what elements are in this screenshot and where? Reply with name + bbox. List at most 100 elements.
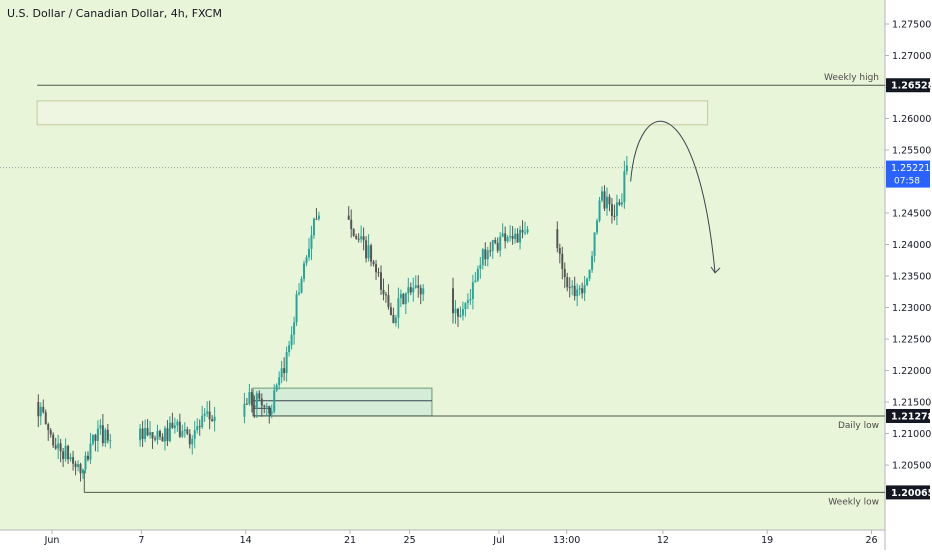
levels-layer: Weekly high Daily low Weekly low xyxy=(0,73,885,507)
candle-down xyxy=(347,215,350,220)
candle-up xyxy=(526,229,529,233)
time-tick-label: 12 xyxy=(657,535,669,546)
candle-down xyxy=(568,287,571,289)
price-tick-label: 1.24500 xyxy=(892,209,931,220)
candle-down xyxy=(186,429,189,434)
candle-down xyxy=(377,272,380,274)
candle-up xyxy=(312,218,315,236)
candle-down xyxy=(49,430,52,435)
price-tick-label: 1.22000 xyxy=(892,366,931,377)
level-price-badge xyxy=(886,485,930,500)
candle-up xyxy=(156,430,159,440)
candle-up xyxy=(501,233,504,237)
candle-up xyxy=(524,232,527,234)
candle-up xyxy=(176,421,179,426)
candle-up xyxy=(481,249,484,265)
candle-up xyxy=(64,445,67,459)
candle-up xyxy=(99,425,102,429)
candle-up xyxy=(571,285,574,288)
supply-zone xyxy=(36,100,709,126)
candle-up xyxy=(139,428,142,441)
level-price-badge-text: 1.26528 xyxy=(891,81,932,92)
candle-up xyxy=(275,385,278,391)
candle-down xyxy=(384,294,387,296)
price-tick-label: 1.21500 xyxy=(892,398,931,409)
candle-down xyxy=(613,215,616,217)
candle-up xyxy=(181,430,184,437)
candle-up xyxy=(476,268,479,281)
candle-down xyxy=(419,287,422,295)
candle-down xyxy=(511,235,514,239)
candle-down xyxy=(86,455,89,460)
current-price-text: 1.25221 xyxy=(891,163,930,174)
candle-up xyxy=(454,308,457,314)
candle-up xyxy=(91,434,94,444)
candle-up xyxy=(591,255,594,270)
candle-up xyxy=(601,191,604,201)
candle-up xyxy=(625,165,628,172)
candle-up xyxy=(307,248,310,258)
candle-down xyxy=(352,229,355,237)
candle-down xyxy=(558,248,561,254)
level-price-badge-text: 1.21278 xyxy=(891,411,932,422)
candle-down xyxy=(484,249,487,260)
candle-down xyxy=(47,424,50,431)
candle-up xyxy=(109,440,112,442)
time-tick-label: 19 xyxy=(761,535,773,546)
candle-up xyxy=(248,392,251,404)
candle-down xyxy=(417,285,420,288)
demand-zone xyxy=(252,387,433,417)
candle-up xyxy=(298,292,301,295)
price-tick-label: 1.21000 xyxy=(892,429,931,440)
price-tick-label: 1.23500 xyxy=(892,272,931,283)
candle-up xyxy=(514,233,517,239)
candle-up xyxy=(278,377,281,386)
candle-up xyxy=(407,287,410,294)
candle-up xyxy=(290,334,293,346)
candle-down xyxy=(151,432,154,439)
candle-up xyxy=(471,282,474,299)
candle-up xyxy=(183,429,186,431)
candle-down xyxy=(618,202,621,205)
candle-down xyxy=(52,434,55,446)
candle-down xyxy=(74,463,77,468)
level-price-badge xyxy=(886,408,930,423)
candle-up xyxy=(96,428,99,441)
candle-down xyxy=(188,433,191,445)
candle-down xyxy=(489,250,492,252)
candle-down xyxy=(350,219,353,230)
candle-down xyxy=(37,402,40,417)
candle-up xyxy=(303,263,306,279)
level-price-badge xyxy=(886,78,930,93)
candle-up xyxy=(394,317,397,324)
candle-down xyxy=(389,307,392,315)
candle-up xyxy=(596,220,599,233)
candle-down xyxy=(452,288,455,314)
candle-up xyxy=(144,428,147,439)
candle-down xyxy=(198,426,201,428)
candle-up xyxy=(84,455,87,470)
candle-down xyxy=(283,368,286,373)
candle-down xyxy=(72,457,75,464)
level-price-badge-text: 1.20065 xyxy=(891,488,932,499)
candle-up xyxy=(193,430,196,439)
candle-up xyxy=(168,422,171,441)
candle-down xyxy=(263,405,266,407)
candle-up xyxy=(265,406,268,408)
candle-up xyxy=(317,215,320,220)
candle-down xyxy=(409,287,412,293)
candle-down xyxy=(42,406,45,413)
candle-down xyxy=(566,277,569,288)
candle-up xyxy=(397,298,400,318)
candle-down xyxy=(603,191,606,209)
candle-down xyxy=(380,272,382,290)
price-tick-label: 1.20500 xyxy=(892,461,931,472)
time-tick-label: Jul xyxy=(492,535,504,546)
candle-up xyxy=(173,425,176,428)
candle-down xyxy=(355,236,358,239)
candle-down xyxy=(561,253,564,269)
candle-down xyxy=(44,412,47,425)
candle-up xyxy=(295,294,298,323)
candle-down xyxy=(494,240,497,243)
